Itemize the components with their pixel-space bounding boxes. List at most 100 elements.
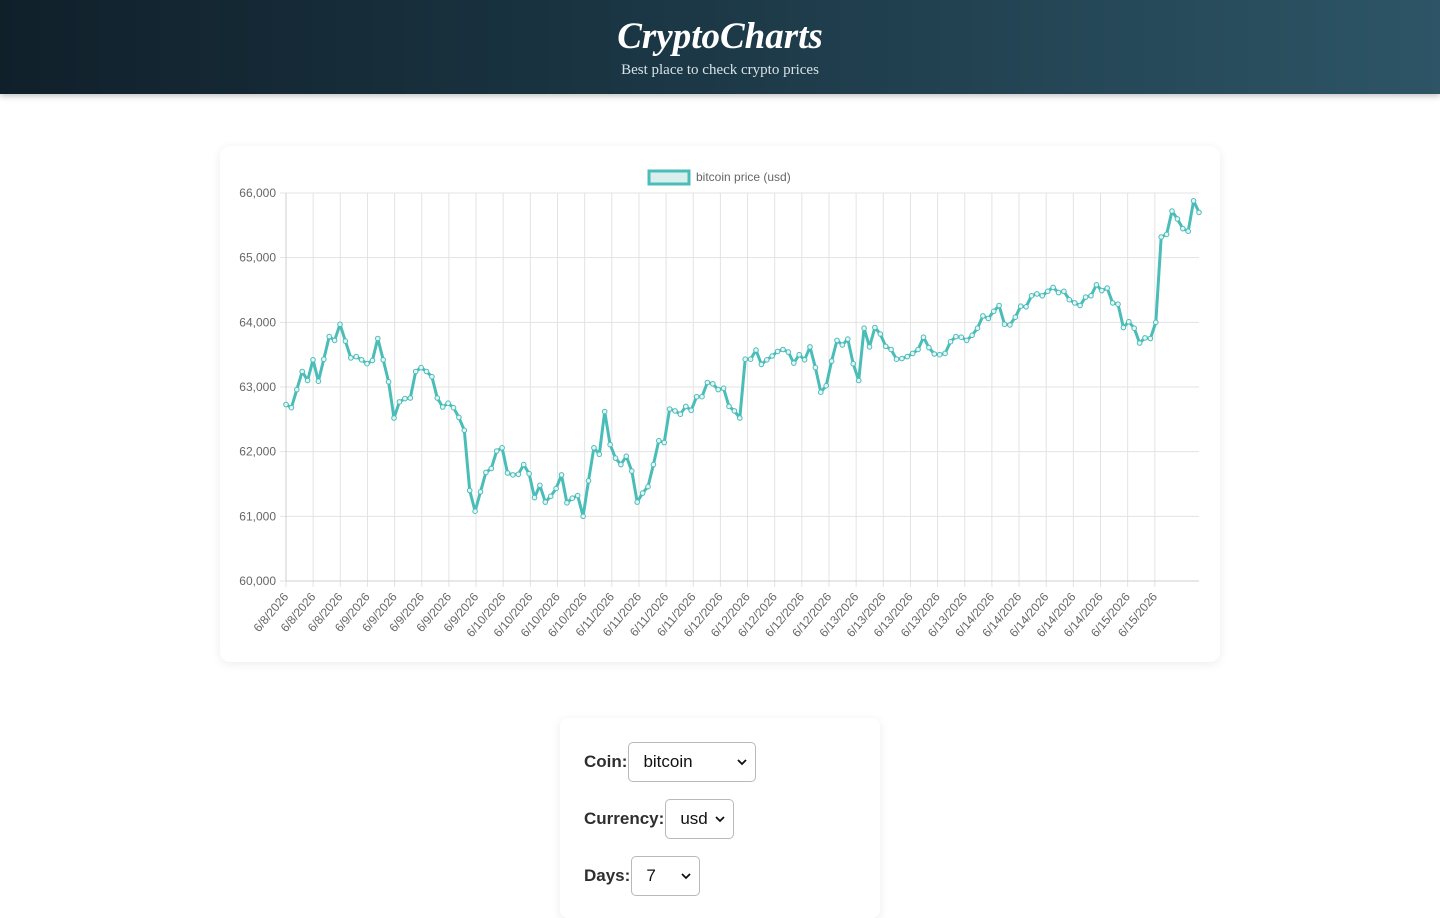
data-point <box>801 357 808 363</box>
data-point <box>504 470 511 476</box>
data-point <box>1142 335 1148 341</box>
coin-row: Coin: bitcoin <box>584 742 757 782</box>
data-point <box>774 348 781 355</box>
data-point <box>645 483 651 490</box>
data-point <box>1066 296 1073 303</box>
data-point <box>915 346 921 353</box>
data-point <box>310 357 316 363</box>
data-point <box>785 349 792 355</box>
data-point <box>353 353 359 360</box>
data-point <box>710 381 716 387</box>
data-point <box>845 336 851 342</box>
data-point <box>342 338 349 344</box>
data-point <box>585 478 592 484</box>
data-point <box>1028 293 1035 299</box>
chart-legend[interactable]: bitcoin price (usd) <box>647 169 791 186</box>
data-point <box>375 335 381 342</box>
chevron-down-icon <box>681 873 691 880</box>
data-point <box>699 393 705 400</box>
y-tick-label: 62,000 <box>239 445 276 459</box>
brand-title: CryptoCharts <box>617 16 823 57</box>
data-point <box>737 415 743 421</box>
legend-swatch[interactable] <box>647 169 691 186</box>
data-point <box>791 360 797 366</box>
data-point <box>861 325 867 331</box>
data-point <box>547 493 554 500</box>
data-point <box>391 415 397 421</box>
currency-select[interactable]: usd <box>665 799 735 839</box>
data-point <box>618 461 624 468</box>
data-point <box>969 332 975 339</box>
data-point <box>423 368 430 375</box>
data-point <box>542 499 549 505</box>
data-point <box>1158 234 1165 240</box>
data-point <box>315 378 322 384</box>
legend-label[interactable]: bitcoin price (usd) <box>696 170 791 184</box>
data-point <box>337 321 343 328</box>
data-point <box>629 468 635 474</box>
data-point <box>818 389 824 395</box>
data-point <box>299 368 305 375</box>
data-point <box>726 403 732 410</box>
data-point <box>704 379 711 386</box>
chevron-down-icon <box>715 816 725 823</box>
y-tick-label: 65,000 <box>239 251 276 265</box>
data-point <box>850 360 857 367</box>
data-point <box>893 356 900 362</box>
data-point <box>1034 291 1040 297</box>
data-point <box>418 364 424 371</box>
y-tick-label: 64,000 <box>239 315 276 329</box>
data-point <box>672 408 678 414</box>
data-point <box>429 373 435 380</box>
data-point <box>931 351 938 357</box>
data-point <box>326 333 332 340</box>
data-point <box>747 356 754 362</box>
data-point <box>1088 293 1094 299</box>
data-point <box>601 408 608 415</box>
data-point <box>580 513 586 520</box>
days-row: Days: 7 <box>584 856 701 896</box>
data-point <box>623 453 630 460</box>
data-point <box>1039 293 1046 299</box>
data-point <box>731 408 738 414</box>
app-header: CryptoCharts Best place to check crypto … <box>0 0 1440 94</box>
data-point <box>926 344 932 351</box>
data-point <box>450 404 457 411</box>
data-point <box>1174 216 1181 222</box>
data-point <box>661 439 668 446</box>
chart-axes: 66,000 65,000 64,000 63,000 62,000 61,000 60,0… <box>239 186 1199 640</box>
data-point <box>369 357 376 364</box>
data-point <box>510 472 516 478</box>
data-point <box>1071 300 1078 306</box>
data-point <box>358 357 365 363</box>
price-chart-card: 66,000 65,000 64,000 63,000 62,000 61,000 60,0… <box>220 146 1220 662</box>
data-point <box>904 353 911 360</box>
price-line-chart: 66,000 65,000 64,000 63,000 62,000 61,000 60,0… <box>239 169 1202 640</box>
data-point <box>693 393 700 400</box>
data-point <box>1093 282 1100 288</box>
data-point <box>1077 302 1083 309</box>
data-point <box>1050 284 1056 291</box>
data-point <box>477 489 484 495</box>
data-point <box>650 461 657 468</box>
data-point <box>461 427 468 434</box>
data-point <box>1044 288 1051 295</box>
days-select[interactable]: 7 <box>631 856 701 896</box>
data-point <box>823 382 830 389</box>
data-point <box>607 441 613 448</box>
data-point <box>1185 228 1192 234</box>
data-point <box>866 344 873 350</box>
data-point <box>990 308 997 315</box>
data-point <box>958 334 965 340</box>
data-point <box>553 485 559 492</box>
data-point <box>591 445 597 451</box>
data-point <box>364 360 370 367</box>
coin-select[interactable]: bitcoin <box>628 742 757 782</box>
data-point <box>331 337 338 344</box>
data-point <box>537 482 543 489</box>
data-point <box>304 377 311 384</box>
data-point <box>1153 319 1159 326</box>
data-point <box>488 465 495 472</box>
data-point <box>1109 300 1116 306</box>
data-point <box>456 414 462 421</box>
